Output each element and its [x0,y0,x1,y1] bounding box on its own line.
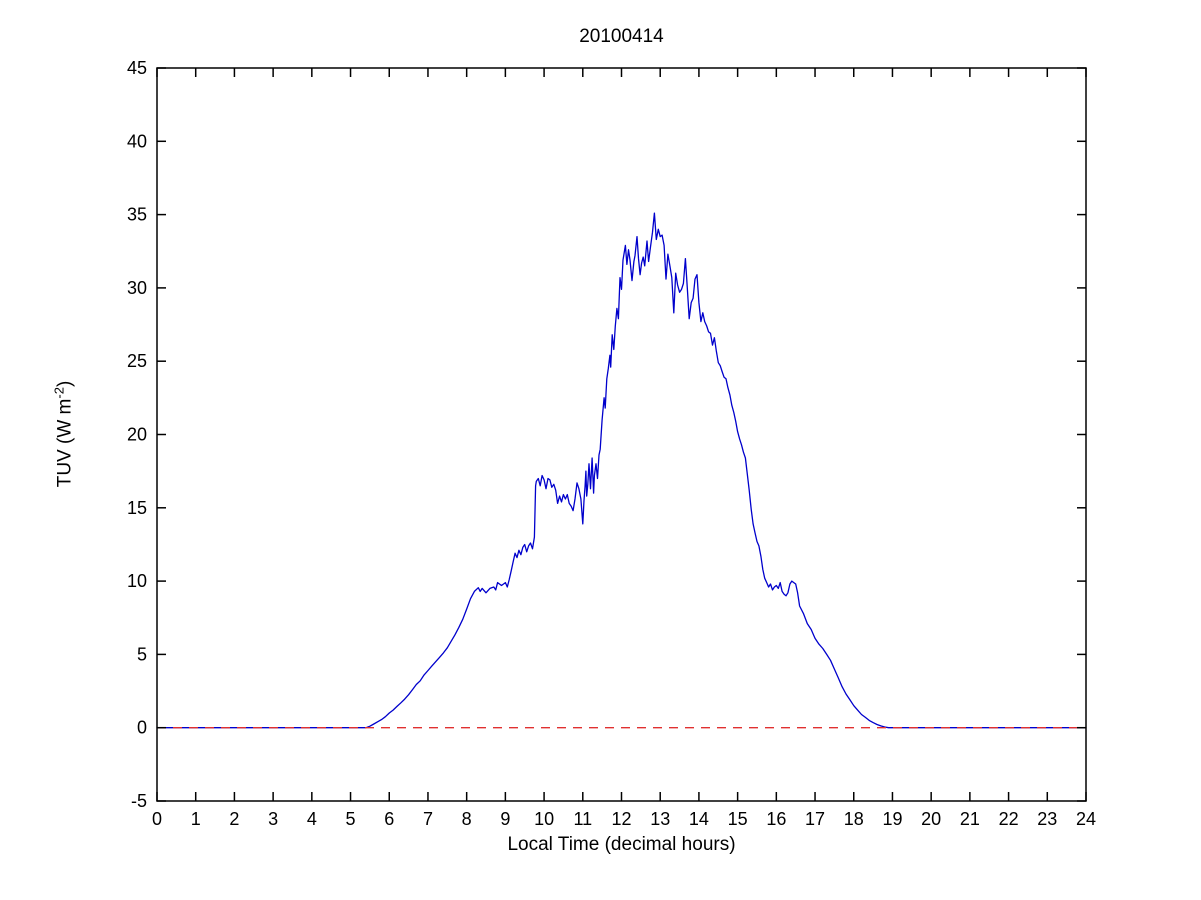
x-tick-label: 22 [999,809,1019,829]
x-tick-label: 12 [611,809,631,829]
x-tick-label: 6 [384,809,394,829]
x-tick-label: 15 [728,809,748,829]
x-tick-label: 1 [191,809,201,829]
x-tick-label: 18 [844,809,864,829]
axes-box [156,67,1087,802]
y-axis-label-text: TUV (W m [54,398,76,488]
x-tick-label: 13 [650,809,670,829]
x-tick-label: 3 [268,809,278,829]
y-tick-label: 35 [127,205,147,225]
y-axis-label: TUV (W m-2) [51,381,76,488]
x-tick-label: 23 [1037,809,1057,829]
y-tick-label: 5 [137,644,147,664]
x-tick-label: 17 [805,809,825,829]
x-tick-label: 9 [500,809,510,829]
y-tick-label: 25 [127,351,147,371]
y-tick-label: 40 [127,131,147,151]
x-tick-label: 7 [423,809,433,829]
y-tick-label: 10 [127,571,147,591]
x-tick-label: 20 [921,809,941,829]
x-tick-label: 19 [882,809,902,829]
x-tick-label: 11 [573,809,592,829]
y-tick-label: 15 [127,498,147,518]
x-tick-label: 16 [766,809,786,829]
x-axis-label: Local Time (decimal hours) [507,834,736,855]
x-tick-label: 10 [534,809,554,829]
y-axis-label-close: ) [54,380,76,388]
x-tick-label: 14 [689,809,709,829]
y-tick-label: 0 [137,718,147,738]
x-tick-label: 24 [1076,809,1096,829]
x-tick-label: 0 [152,809,162,829]
y-tick-label: 45 [127,58,147,78]
x-tick-label: 21 [960,809,980,829]
y-tick-label: 20 [127,425,147,445]
x-tick-label: 8 [462,809,472,829]
chart-title: 20100414 [579,26,664,47]
y-tick-label: 30 [127,278,147,298]
y-tick-label: -5 [131,791,147,811]
x-tick-label: 2 [229,809,239,829]
x-tick-label: 4 [307,809,317,829]
plot-curve [156,212,1087,729]
x-tick-label: 5 [346,809,356,829]
y-axis-label-superscript: -2 [51,387,67,399]
